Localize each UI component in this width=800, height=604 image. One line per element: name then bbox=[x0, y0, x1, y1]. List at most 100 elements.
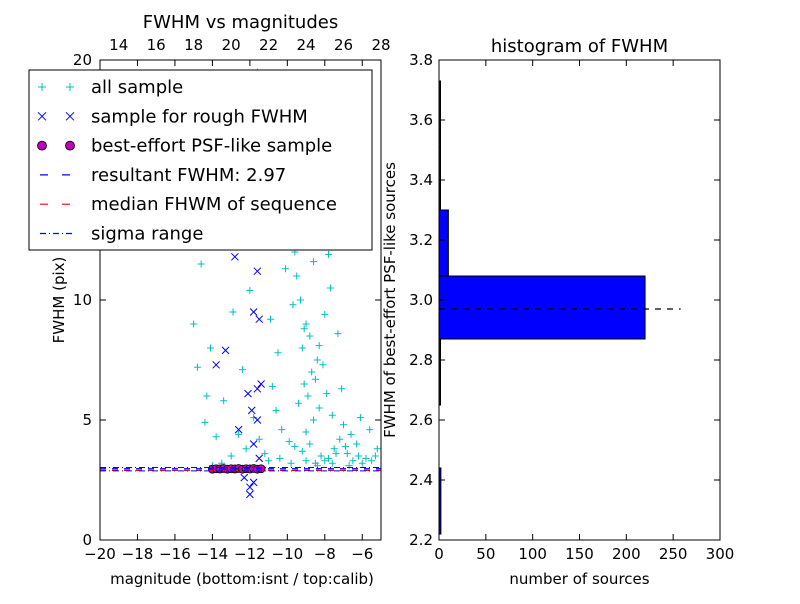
all-sample-point-plus-9 bbox=[313, 356, 321, 364]
all-sample-point-plus-81 bbox=[246, 286, 254, 294]
all-sample-point-plus-23 bbox=[336, 435, 344, 443]
histogram-y-axis-label: FWHM of best-effort PSF-like sources bbox=[381, 162, 399, 438]
scatter-legend: all sample sample for rough FWHM best-effo… bbox=[28, 69, 373, 251]
all-sample-point-plus-49 bbox=[353, 440, 361, 448]
histogram-x-axis-label: number of sources bbox=[509, 570, 649, 588]
rough-sample-point-x-12 bbox=[255, 315, 264, 324]
scatter-y-axis-label: FWHM (pix) bbox=[50, 257, 68, 344]
all-sample-point-plus-37 bbox=[310, 258, 318, 266]
rough-sample-point-x-2 bbox=[249, 478, 258, 487]
rough-sample-point-x-15 bbox=[221, 346, 230, 355]
hist-x-tick-label: 200 bbox=[612, 545, 641, 563]
all-sample-point-plus-102 bbox=[287, 459, 295, 467]
all-sample-point-plus-34 bbox=[319, 361, 327, 369]
rough-sample-point-x-16 bbox=[234, 425, 243, 434]
all-sample-point-plus-27 bbox=[355, 452, 363, 460]
rough-sample-point-x-0 bbox=[246, 490, 254, 499]
all-sample-point-plus-6 bbox=[304, 392, 312, 400]
all-sample-point-plus-87 bbox=[201, 418, 209, 426]
all-sample-point-plus-65 bbox=[238, 366, 246, 374]
legend-plus-marker bbox=[38, 83, 46, 91]
rough-sample-point-x-8 bbox=[257, 380, 265, 388]
top-x-tick-label: 24 bbox=[297, 36, 316, 54]
all-sample-point-plus-44 bbox=[298, 447, 306, 455]
legend-circle-marker bbox=[65, 140, 75, 151]
y-tick-label: 5 bbox=[82, 411, 92, 429]
all-sample-point-plus-73 bbox=[311, 375, 319, 383]
legend-label: all sample bbox=[91, 77, 183, 98]
all-sample-point-plus-22 bbox=[330, 445, 338, 453]
all-sample-point-plus-30 bbox=[368, 457, 376, 465]
y-tick-label: 10 bbox=[73, 291, 92, 309]
rough-sample-point-x-4 bbox=[255, 454, 264, 463]
all-sample-point-plus-2 bbox=[306, 440, 314, 448]
all-sample-point-plus-24 bbox=[340, 421, 348, 429]
all-sample-point-plus-48 bbox=[347, 430, 355, 438]
histogram-bar bbox=[438, 209, 449, 277]
rough-sample-point-x-1 bbox=[246, 483, 254, 492]
hist-y-tick-label: 3.2 bbox=[409, 231, 433, 249]
hist-x-tick-label: 0 bbox=[434, 545, 444, 563]
legend-item: best-effort PSF-like sample bbox=[37, 136, 332, 157]
all-sample-point-plus-29 bbox=[362, 454, 370, 462]
top-x-tick-label: 20 bbox=[222, 36, 241, 54]
all-sample-point-plus-42 bbox=[268, 382, 276, 390]
top-x-tick-label: 16 bbox=[147, 36, 166, 54]
histogram-plot-area bbox=[438, 80, 681, 535]
top-x-tick-label: 28 bbox=[371, 36, 390, 54]
rough-sample-point-x-5 bbox=[249, 440, 258, 448]
legend-label: sigma range bbox=[91, 224, 203, 245]
all-sample-point-plus-74 bbox=[315, 342, 323, 350]
hist-y-tick-label: 2.6 bbox=[409, 411, 433, 429]
legend-x-marker bbox=[37, 111, 47, 121]
x-tick-label: −20 bbox=[84, 545, 116, 563]
all-sample-point-plus-7 bbox=[300, 380, 308, 388]
all-sample-point-plus-86 bbox=[193, 363, 201, 371]
hist-x-tick-label: 150 bbox=[565, 545, 594, 563]
scatter-title: FWHM vs magnitudes bbox=[143, 12, 338, 33]
x-tick-label: −18 bbox=[122, 545, 154, 563]
hist-y-tick-label: 2.8 bbox=[409, 351, 433, 369]
x-tick-label: −12 bbox=[234, 545, 266, 563]
all-sample-point-plus-1 bbox=[317, 452, 325, 460]
hist-y-tick-label: 3.4 bbox=[409, 171, 433, 189]
all-sample-point-plus-91 bbox=[373, 445, 381, 453]
all-sample-point-plus-47 bbox=[341, 442, 349, 450]
all-sample-point-plus-53 bbox=[255, 435, 263, 443]
all-sample-point-plus-64 bbox=[229, 308, 237, 316]
rough-sample-point-x-7 bbox=[247, 406, 256, 415]
all-sample-point-plus-93 bbox=[334, 330, 342, 338]
all-sample-point-plus-11 bbox=[306, 332, 314, 340]
top-x-tick-label: 22 bbox=[259, 36, 278, 54]
all-sample-point-plus-33 bbox=[323, 390, 331, 398]
rough-sample-point-x-13 bbox=[253, 267, 262, 276]
x-tick-label: −10 bbox=[272, 545, 304, 563]
legend-label: best-effort PSF-like sample bbox=[91, 136, 332, 157]
x-tick-label: −8 bbox=[314, 545, 336, 563]
hist-x-tick-label: 250 bbox=[659, 545, 688, 563]
rough-sample-point-x-9 bbox=[253, 384, 262, 393]
all-sample-point-plus-14 bbox=[293, 272, 301, 280]
legend-item: all sample bbox=[38, 77, 183, 98]
top-x-tick-label: 14 bbox=[109, 36, 128, 54]
legend-label: sample for rough FWHM bbox=[91, 106, 308, 127]
all-sample-point-plus-39 bbox=[285, 438, 293, 446]
all-sample-point-plus-21 bbox=[325, 454, 333, 462]
all-sample-point-plus-51 bbox=[266, 315, 274, 323]
x-tick-label: −6 bbox=[351, 545, 373, 563]
all-sample-point-plus-88 bbox=[190, 320, 198, 328]
hist-y-tick-label: 3.6 bbox=[409, 111, 433, 129]
all-sample-point-plus-13 bbox=[296, 296, 304, 304]
all-sample-point-plus-90 bbox=[366, 426, 374, 434]
all-sample-point-plus-5 bbox=[315, 404, 323, 412]
all-sample-point-plus-41 bbox=[272, 406, 280, 414]
all-sample-point-plus-89 bbox=[356, 414, 364, 422]
all-sample-point-plus-46 bbox=[332, 450, 340, 458]
hist-y-tick-label: 3.0 bbox=[409, 291, 433, 309]
all-sample-point-plus-35 bbox=[321, 310, 329, 318]
top-x-tick-label: 26 bbox=[334, 36, 353, 54]
hist-y-tick-label: 3.8 bbox=[409, 51, 433, 69]
legend-item: resultant FWHM: 2.97 bbox=[40, 165, 286, 186]
legend-item: sigma range bbox=[40, 224, 203, 245]
all-sample-point-plus-103 bbox=[276, 454, 284, 462]
